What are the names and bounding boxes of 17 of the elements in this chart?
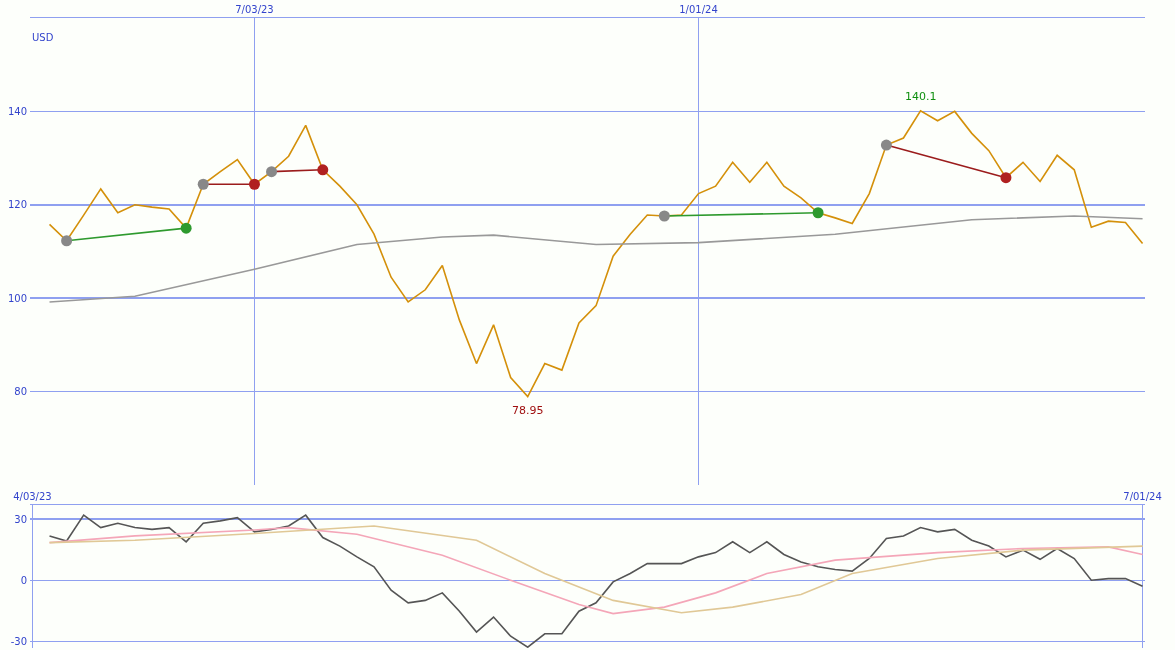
y-axis-title: USD <box>32 32 54 43</box>
annotation: 78.95 <box>512 404 544 417</box>
x-tick-label: 1/01/24 <box>679 4 718 15</box>
y-tick-label: -30 <box>10 635 27 647</box>
y-tick-label: 30 <box>14 513 27 525</box>
x-tick-label: 7/01/24 <box>1123 491 1162 502</box>
y-tick-label: 120 <box>7 199 27 211</box>
annotation: 140.1 <box>905 90 937 103</box>
line-series <box>48 110 1144 398</box>
y-tick-label: 100 <box>7 292 27 304</box>
y-tick-label: 80 <box>14 386 27 398</box>
y-tick-label: 140 <box>7 105 27 117</box>
x-tick-label: 4/03/23 <box>13 491 52 502</box>
y-tick-label: 0 <box>20 574 27 586</box>
line-series <box>48 215 1144 303</box>
line-series <box>48 514 1144 648</box>
x-tick-label: 7/03/23 <box>235 4 274 15</box>
